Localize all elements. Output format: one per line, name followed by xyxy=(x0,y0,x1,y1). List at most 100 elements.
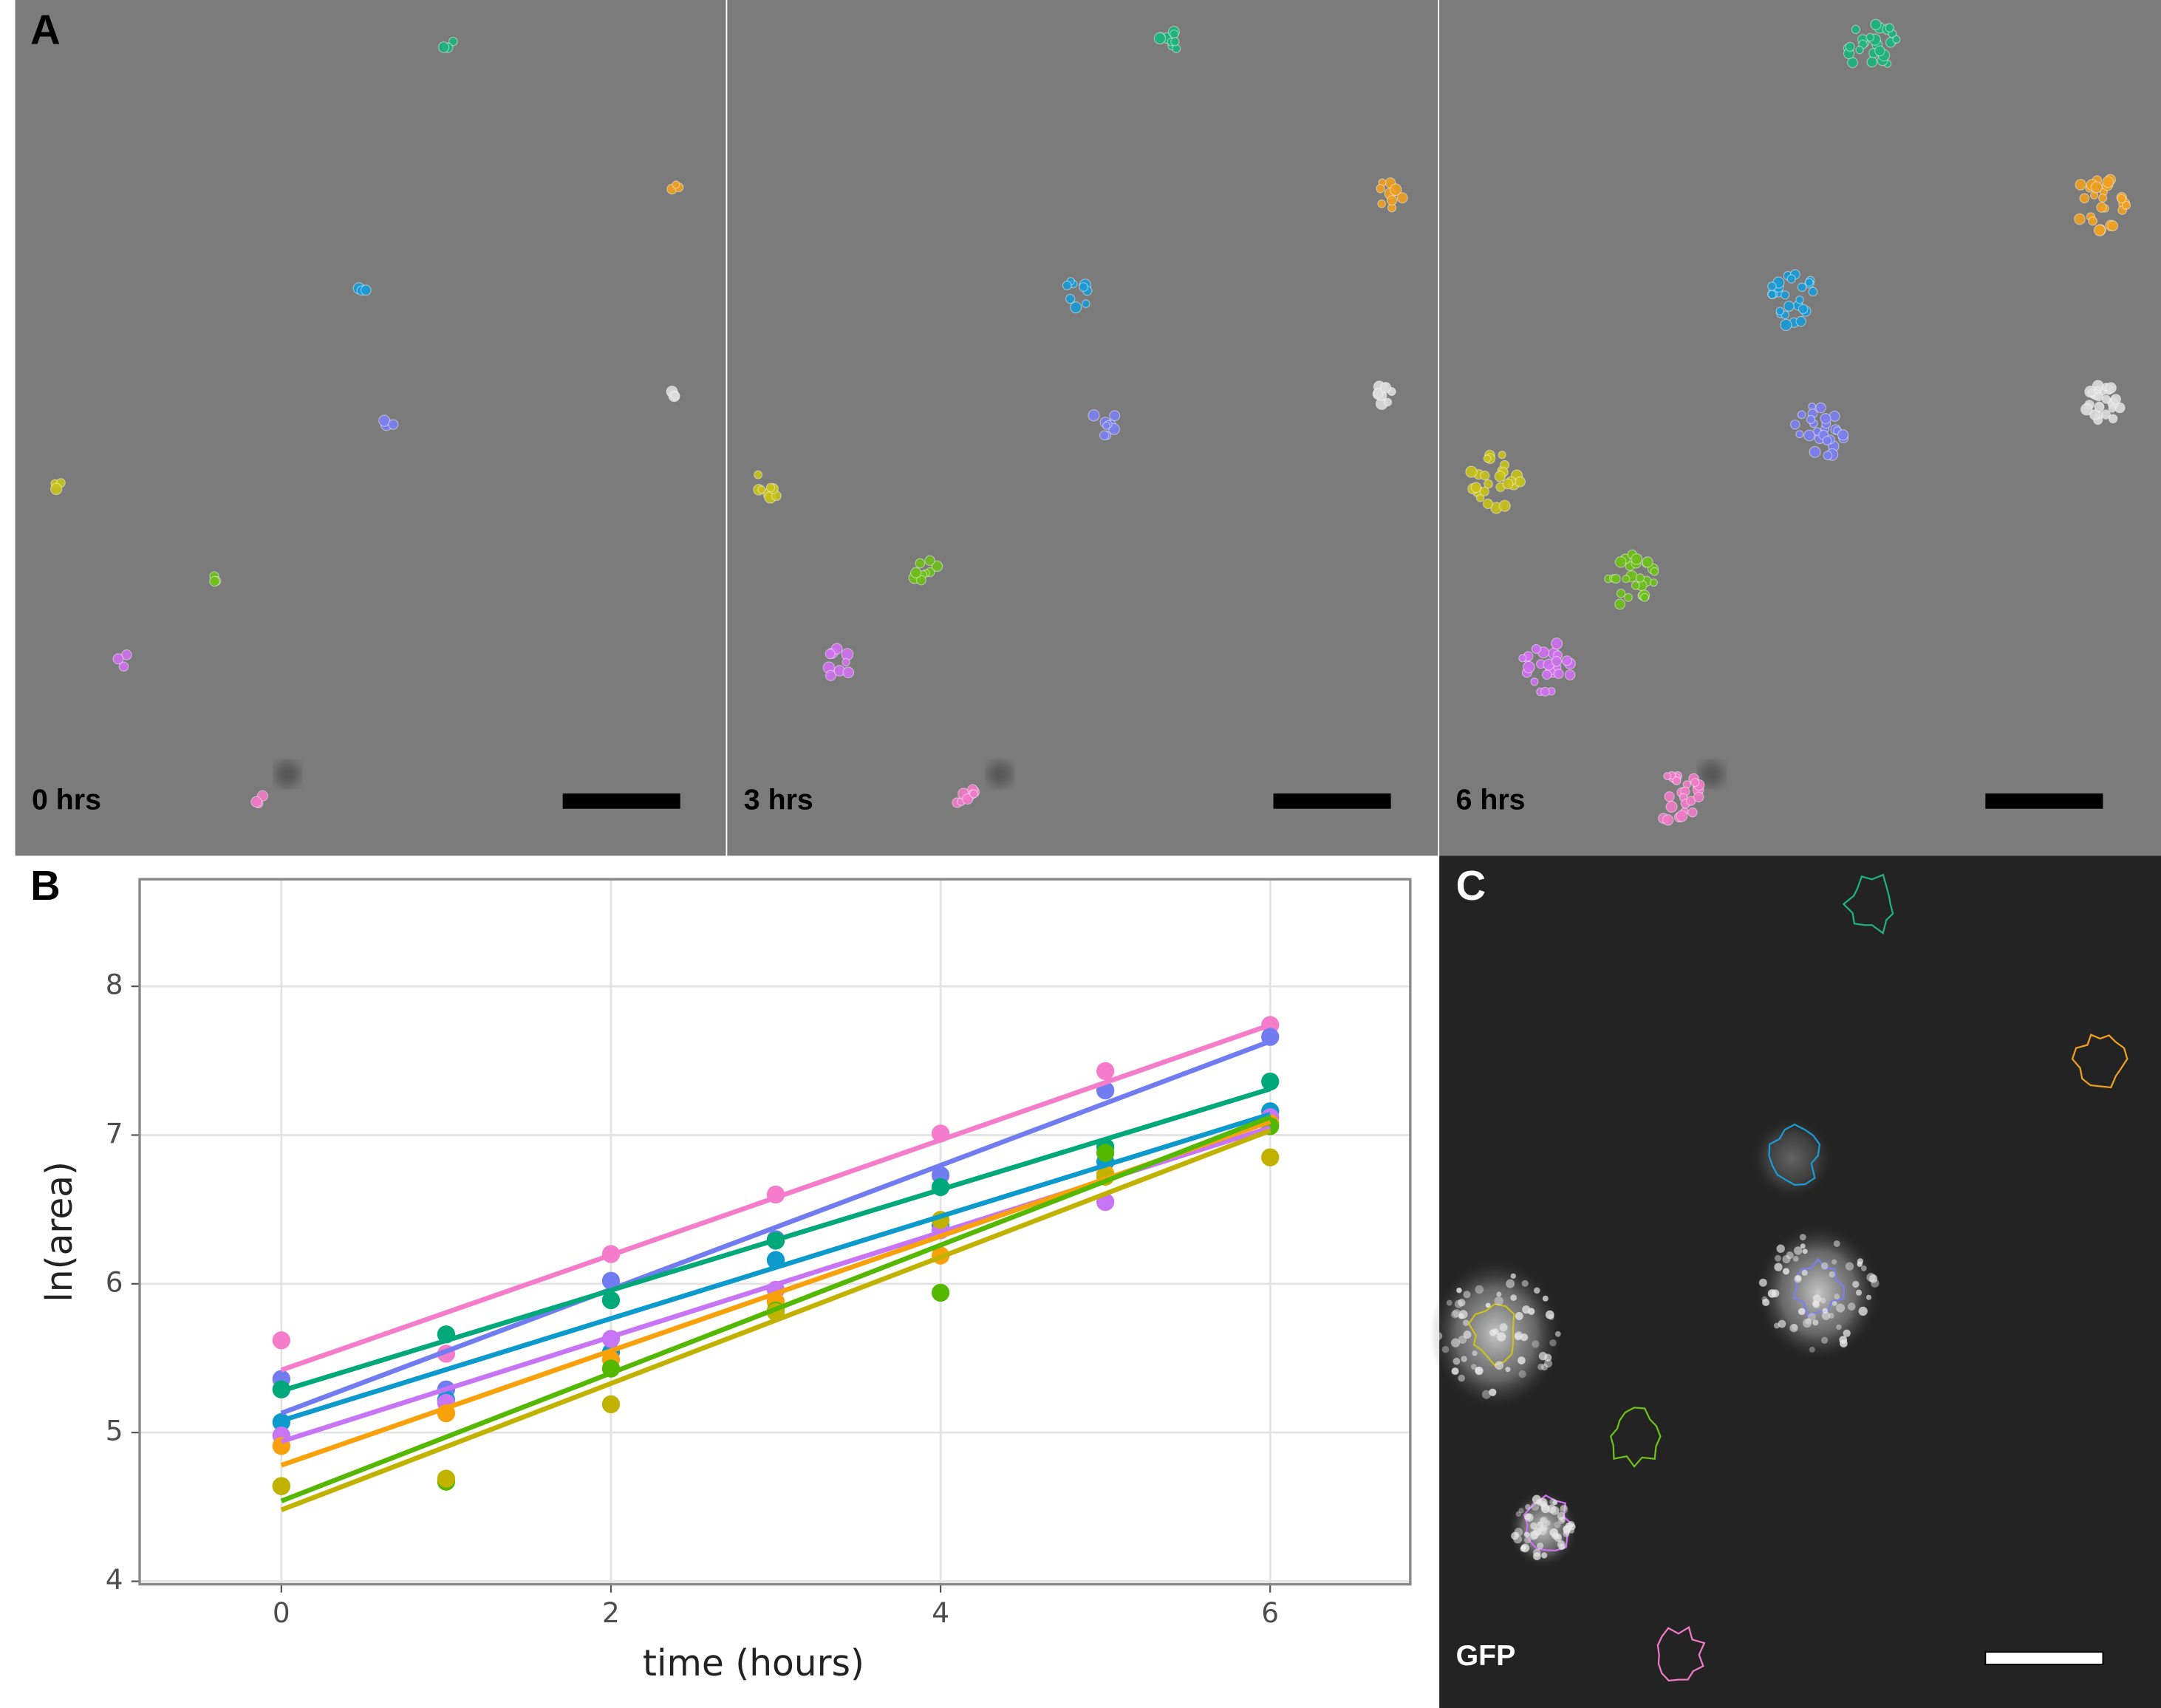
cell xyxy=(1614,556,1627,568)
gfp-speckle xyxy=(1510,1273,1516,1279)
cell xyxy=(2101,394,2112,404)
gfp-speckle xyxy=(1530,1522,1537,1530)
data-point xyxy=(1261,1072,1280,1091)
cell xyxy=(1663,772,1672,781)
gfp-speckle xyxy=(1568,1523,1576,1531)
cell xyxy=(1829,410,1840,422)
gfp-speckle xyxy=(1533,1552,1541,1561)
cell xyxy=(841,657,850,666)
cell xyxy=(1070,301,1082,314)
gfp-speckle xyxy=(1852,1280,1860,1288)
gfp-speckle xyxy=(1554,1533,1562,1540)
cell xyxy=(1797,282,1807,293)
cell xyxy=(1614,598,1626,610)
gfp-speckle xyxy=(1433,1336,1440,1342)
gfp-speckle xyxy=(1545,1520,1551,1526)
cell xyxy=(765,482,776,493)
gfp-speckle xyxy=(1532,1340,1540,1348)
gfp-speckle xyxy=(1789,1323,1798,1333)
fit-line xyxy=(280,1112,1271,1424)
cell xyxy=(1805,278,1814,287)
cell xyxy=(1806,414,1816,425)
cell xyxy=(1823,451,1833,461)
gfp-speckle xyxy=(1809,1346,1815,1353)
cell xyxy=(1775,307,1785,315)
cell xyxy=(1650,567,1659,576)
cell xyxy=(2080,403,2093,416)
cell xyxy=(1616,588,1626,598)
cell xyxy=(1386,195,1398,206)
cell xyxy=(754,470,763,479)
gfp-speckle xyxy=(1496,1291,1502,1297)
cell xyxy=(209,575,220,587)
cell-outline xyxy=(1656,1625,1706,1682)
gfp-speckle xyxy=(1557,1517,1566,1524)
gfp-speckle xyxy=(1558,1543,1566,1551)
cell xyxy=(924,555,935,566)
cell xyxy=(1470,482,1482,493)
gfp-speckle xyxy=(1472,1350,1478,1356)
cell xyxy=(1892,35,1901,44)
gfp-speckle xyxy=(1485,1302,1491,1308)
y-tick-label: 8 xyxy=(106,969,123,1001)
gfp-speckle xyxy=(1786,1251,1794,1260)
gfp-speckle xyxy=(1541,1552,1548,1559)
gfp-speckle xyxy=(1820,1262,1829,1270)
data-point xyxy=(272,1477,291,1495)
gfp-speckle xyxy=(1458,1335,1467,1344)
cell xyxy=(1693,791,1704,803)
cell xyxy=(1874,45,1885,57)
cell xyxy=(2089,409,2100,420)
gfp-speckle xyxy=(1540,1503,1549,1511)
data-point xyxy=(437,1469,456,1488)
data-point xyxy=(1096,1062,1115,1081)
gfp-speckle xyxy=(1524,1513,1532,1520)
gfp-speckle xyxy=(1778,1319,1786,1328)
gfp-speckle xyxy=(1829,1271,1835,1278)
gfp-speckle xyxy=(1836,1324,1842,1330)
cell xyxy=(1631,581,1640,590)
gfp-speckle xyxy=(1821,1311,1831,1320)
cell xyxy=(1479,486,1489,496)
gfp-speckle xyxy=(1533,1287,1540,1294)
debris xyxy=(275,762,301,787)
cell-outline xyxy=(1523,1494,1574,1551)
cell xyxy=(2075,179,2086,191)
gfp-speckle xyxy=(1795,1275,1802,1282)
cell xyxy=(1079,282,1089,293)
gfp-speckle xyxy=(1458,1313,1464,1319)
cell xyxy=(1475,493,1485,502)
gfp-speckle xyxy=(1821,1336,1829,1344)
cell xyxy=(1865,33,1875,42)
cell xyxy=(1808,287,1818,297)
gfp-speckle xyxy=(1776,1244,1785,1253)
gfp-speckle xyxy=(1847,1302,1856,1311)
gfp-speckle xyxy=(1463,1330,1472,1339)
cell xyxy=(1611,573,1621,584)
gfp-speckle xyxy=(1505,1367,1511,1373)
debris xyxy=(987,762,1012,787)
cell xyxy=(1650,578,1658,587)
gfp-speckle xyxy=(1758,1278,1767,1287)
cell xyxy=(1373,387,1384,398)
cell xyxy=(1672,776,1682,785)
cell xyxy=(2079,193,2090,204)
gfp-speckle xyxy=(1451,1367,1459,1376)
cell xyxy=(1109,410,1121,422)
cell xyxy=(1786,274,1796,284)
gfp-speckle xyxy=(1536,1499,1543,1506)
gfp-speckle xyxy=(1540,1363,1549,1371)
scale-bar xyxy=(1985,793,2103,809)
cell xyxy=(1781,290,1790,300)
gfp-speckle xyxy=(1475,1285,1484,1294)
cell xyxy=(1687,807,1698,818)
cell xyxy=(1377,199,1386,208)
cell-outline xyxy=(1609,1407,1662,1468)
gfp-speckle xyxy=(1800,1243,1806,1249)
cell xyxy=(1389,183,1402,197)
gfp-speckle xyxy=(1458,1299,1466,1307)
scale-bar xyxy=(1273,793,1391,809)
cell xyxy=(1081,299,1090,309)
cell xyxy=(931,560,943,573)
